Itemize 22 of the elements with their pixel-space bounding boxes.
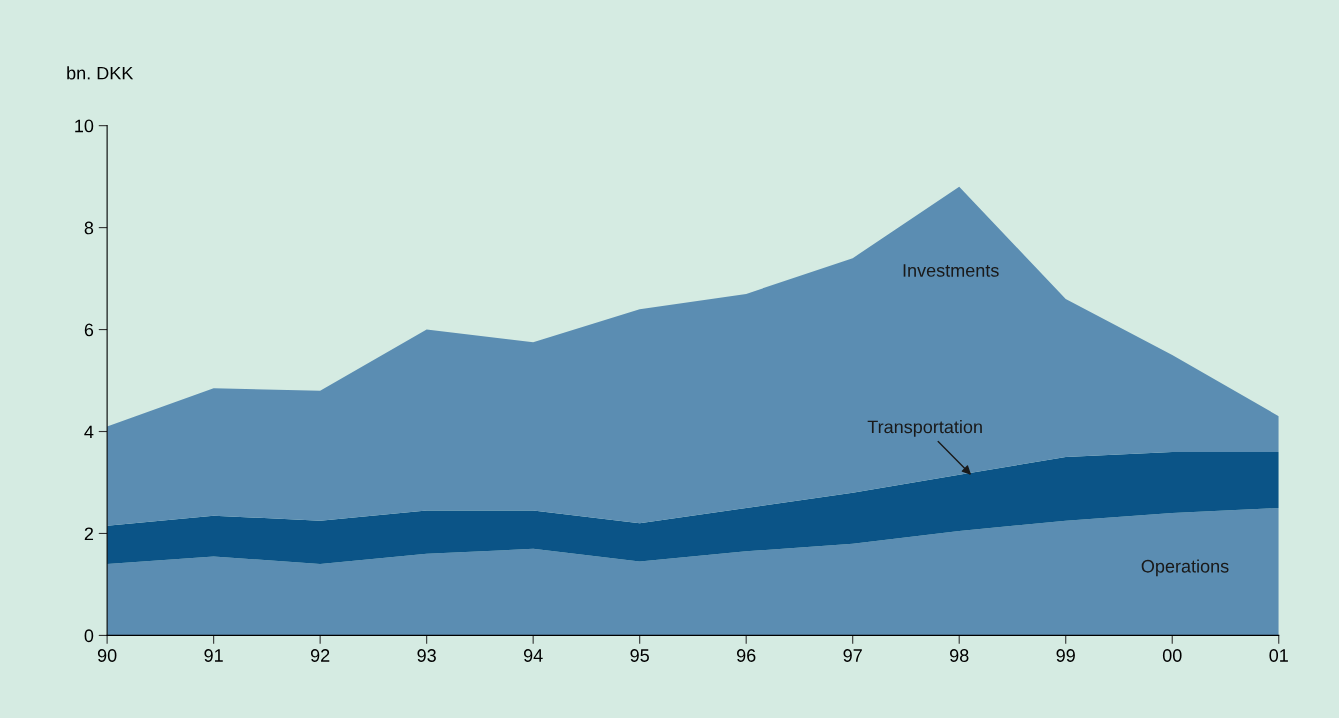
y-axis-title: bn. DKK bbox=[67, 66, 134, 80]
x-tick-label: 00 bbox=[1162, 649, 1182, 662]
x-tick-label: 91 bbox=[204, 649, 223, 662]
x-tick-label: 93 bbox=[417, 649, 436, 662]
x-tick-label: 01 bbox=[1269, 649, 1288, 662]
y-tick-label: 0 bbox=[84, 629, 94, 643]
x-tick-label: 92 bbox=[310, 649, 330, 662]
y-tick-label: 2 bbox=[84, 527, 94, 541]
x-tick-label: 99 bbox=[1056, 649, 1075, 662]
series-label: Operations bbox=[1141, 559, 1229, 577]
x-tick-label: 95 bbox=[630, 649, 649, 662]
x-tick-label: 97 bbox=[843, 649, 862, 662]
series-label: Transportation bbox=[867, 420, 982, 437]
y-tick-label: 6 bbox=[84, 323, 94, 337]
y-tick-label: 10 bbox=[75, 119, 94, 133]
x-tick-label: 90 bbox=[97, 649, 117, 662]
series-label: Investments bbox=[903, 264, 999, 277]
y-tick-label: 8 bbox=[84, 221, 94, 235]
y-tick-label: 4 bbox=[84, 425, 94, 439]
x-tick-label: 98 bbox=[950, 649, 969, 662]
x-tick-label: 94 bbox=[523, 649, 543, 662]
x-tick-label: 96 bbox=[736, 649, 756, 662]
